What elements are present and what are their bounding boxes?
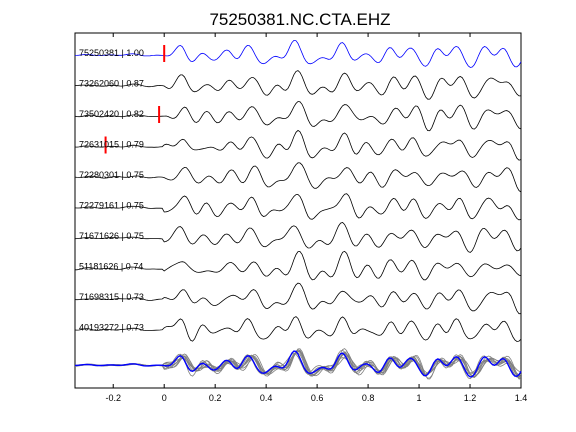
- trace-line: [74, 162, 522, 193]
- trace-label: 71671626 | 0.75: [79, 231, 144, 241]
- x-tick-label: 0.2: [209, 393, 222, 403]
- trace-line: [74, 101, 522, 132]
- x-tick-label: 0.8: [362, 393, 375, 403]
- trace-line: [74, 282, 521, 315]
- trace-line: [74, 316, 522, 342]
- stack-reference-line: [75, 350, 522, 378]
- plot-area: [74, 32, 522, 389]
- trace-label: 40193272 | 0.73: [79, 323, 144, 333]
- x-tick-label: 0: [162, 393, 167, 403]
- x-axis: -0.2 0 0.2 0.4 0.6 0.8 1 1.2 1.4: [105, 33, 527, 403]
- trace-label: 75250381 | 1.00: [79, 48, 144, 58]
- trace-label: 71698315 | 0.73: [79, 292, 144, 302]
- trace-line: [74, 70, 521, 100]
- trace-labels: 75250381 | 1.00 73262060 | 0.87 73502420 |…: [79, 48, 144, 333]
- pick-markers: [104, 45, 166, 154]
- x-tick-label: 0.4: [260, 393, 273, 403]
- x-tick-label: 1: [417, 393, 422, 403]
- trace-label: 51181626 | 0.74: [79, 262, 143, 272]
- trace-label: 73502420 | 0.82: [79, 109, 144, 119]
- trace-line: [74, 222, 522, 253]
- x-tick-label: 1.4: [515, 393, 528, 403]
- trace-label: 72279161 | 0.75: [79, 201, 144, 211]
- trace-line: [74, 193, 522, 221]
- trace-line: [74, 39, 522, 68]
- stack-overlay: [74, 348, 522, 380]
- trace-label: 72280301 | 0.75: [79, 170, 144, 180]
- chart-title: 75250381.NC.CTA.EHZ: [209, 10, 390, 29]
- traces: [74, 39, 522, 342]
- trace-label: 73262060 | 0.87: [79, 79, 144, 89]
- trace-line: [74, 129, 522, 161]
- x-tick-label: 0.6: [311, 393, 324, 403]
- trace-label: 72631015 | 0.79: [79, 140, 144, 150]
- trace-line: [75, 250, 522, 281]
- x-tick-label: -0.2: [105, 393, 121, 403]
- x-tick-label: 1.2: [464, 393, 477, 403]
